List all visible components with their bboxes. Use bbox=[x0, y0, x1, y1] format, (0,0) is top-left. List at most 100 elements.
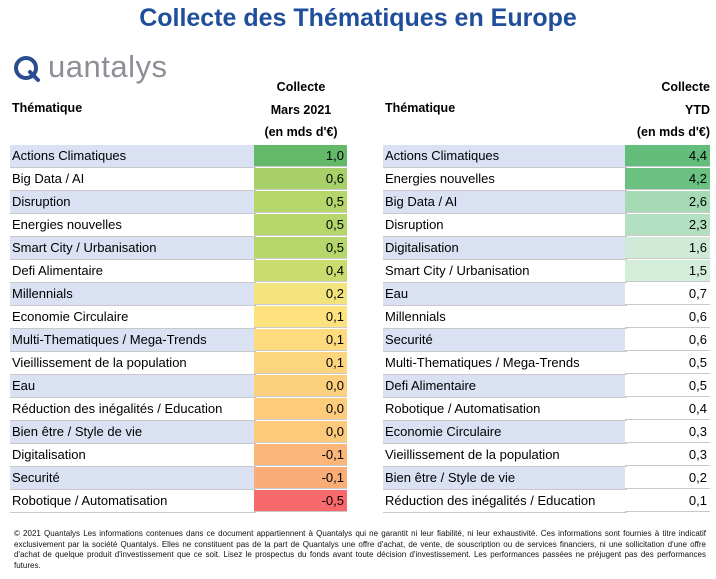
row-value: 0,1 bbox=[254, 352, 347, 374]
quantalys-q-logo-icon bbox=[14, 56, 40, 82]
quantalys-logo: uantalys bbox=[14, 48, 184, 88]
row-value: 4,4 bbox=[625, 145, 710, 167]
row-label: Multi-Thematiques / Mega-Trends bbox=[383, 352, 627, 375]
row-label: Eau bbox=[10, 375, 256, 398]
row-value: 0,1 bbox=[254, 306, 347, 328]
row-value: 0,6 bbox=[254, 168, 347, 190]
row-label: Vieillissement de la population bbox=[10, 352, 256, 375]
row-label: Big Data / AI bbox=[10, 168, 256, 191]
right-col2-header-1: Collecte bbox=[661, 80, 710, 94]
row-value: 0,3 bbox=[625, 444, 710, 466]
row-label: Bien être / Style de vie bbox=[10, 421, 256, 444]
row-label: Eau bbox=[383, 283, 627, 306]
table-row: Securité 0,6 bbox=[383, 329, 710, 352]
left-col2-header-2: Mars 2021 bbox=[270, 103, 332, 117]
row-label: Securité bbox=[10, 467, 256, 490]
row-label: Actions Climatiques bbox=[10, 145, 256, 168]
table-row: Vieillissement de la population 0,1 bbox=[10, 352, 347, 375]
table-row: Eau 0,0 bbox=[10, 375, 347, 398]
footer-disclaimer: © 2021 Quantalys Les informations conten… bbox=[14, 529, 706, 570]
table-row: Big Data / AI 2,6 bbox=[383, 191, 710, 214]
row-label: Multi-Thematiques / Mega-Trends bbox=[10, 329, 256, 352]
row-label: Robotique / Automatisation bbox=[383, 398, 627, 421]
table-row: Disruption 2,3 bbox=[383, 214, 710, 237]
row-label: Economie Circulaire bbox=[10, 306, 256, 329]
row-label: Securité bbox=[383, 329, 627, 352]
row-value: 0,0 bbox=[254, 398, 347, 420]
table-row: Economie Circulaire 0,1 bbox=[10, 306, 347, 329]
logo-text: uantalys bbox=[48, 49, 168, 84]
row-value: 0,1 bbox=[254, 329, 347, 351]
row-value: 0,3 bbox=[625, 421, 710, 443]
row-value: 0,5 bbox=[254, 214, 347, 236]
row-label: Vieillissement de la population bbox=[383, 444, 627, 467]
row-label: Digitalisation bbox=[10, 444, 256, 467]
row-value: 0,5 bbox=[254, 191, 347, 213]
right-table: Actions Climatiques 4,4 Energies nouvelles… bbox=[383, 145, 710, 513]
row-label: Smart City / Urbanisation bbox=[10, 237, 256, 260]
row-value: 0,4 bbox=[625, 398, 710, 420]
row-value: -0,5 bbox=[254, 490, 347, 512]
table-row: Energies nouvelles 0,5 bbox=[10, 214, 347, 237]
row-label: Energies nouvelles bbox=[383, 168, 627, 191]
row-label: Economie Circulaire bbox=[383, 421, 627, 444]
row-label: Energies nouvelles bbox=[10, 214, 256, 237]
table-row: Actions Climatiques 1,0 bbox=[10, 145, 347, 168]
table-row: Smart City / Urbanisation 0,5 bbox=[10, 237, 347, 260]
left-col2-header-3: (en mds d'€) bbox=[264, 125, 338, 139]
row-value: 1,5 bbox=[625, 260, 710, 282]
row-value: 1,0 bbox=[254, 145, 347, 167]
row-label: Réduction des inégalités / Education bbox=[383, 490, 627, 513]
row-label: Réduction des inégalités / Education bbox=[10, 398, 256, 421]
row-label: Disruption bbox=[383, 214, 627, 237]
right-col1-header: Thématique bbox=[385, 101, 456, 115]
row-label: Smart City / Urbanisation bbox=[383, 260, 627, 283]
table-row: Smart City / Urbanisation 1,5 bbox=[383, 260, 710, 283]
row-label: Millennials bbox=[10, 283, 256, 306]
row-value: 0,6 bbox=[625, 329, 710, 351]
table-row: Robotique / Automatisation -0,5 bbox=[10, 490, 347, 513]
row-label: Disruption bbox=[10, 191, 256, 214]
row-label: Defi Alimentaire bbox=[10, 260, 256, 283]
table-row: Disruption 0,5 bbox=[10, 191, 347, 214]
row-label: Digitalisation bbox=[383, 237, 627, 260]
row-value: 4,2 bbox=[625, 168, 710, 190]
table-row: Réduction des inégalités / Education 0,1 bbox=[383, 490, 710, 513]
table-row: Economie Circulaire 0,3 bbox=[383, 421, 710, 444]
table-row: Vieillissement de la population 0,3 bbox=[383, 444, 710, 467]
left-col2-header-1: Collecte bbox=[276, 80, 326, 94]
row-value: -0,1 bbox=[254, 467, 347, 489]
table-row: Defi Alimentaire 0,4 bbox=[10, 260, 347, 283]
row-label: Big Data / AI bbox=[383, 191, 627, 214]
table-row: Multi-Thematiques / Mega-Trends 0,5 bbox=[383, 352, 710, 375]
row-label: Actions Climatiques bbox=[383, 145, 627, 168]
row-value: 0,5 bbox=[625, 375, 710, 397]
table-row: Defi Alimentaire 0,5 bbox=[383, 375, 710, 398]
table-row: Bien être / Style de vie 0,2 bbox=[383, 467, 710, 490]
table-row: Eau 0,7 bbox=[383, 283, 710, 306]
row-value: 0,2 bbox=[625, 467, 710, 489]
page-title: Collecte des Thématiques en Europe bbox=[139, 4, 577, 32]
table-row: Digitalisation -0,1 bbox=[10, 444, 347, 467]
row-value: 0,0 bbox=[254, 375, 347, 397]
row-value: 0,6 bbox=[625, 306, 710, 328]
table-row: Securité -0,1 bbox=[10, 467, 347, 490]
right-col2-header-3: (en mds d'€) bbox=[636, 125, 710, 139]
row-value: 0,5 bbox=[625, 352, 710, 374]
row-value: 2,6 bbox=[625, 191, 710, 213]
right-col2-header-2: YTD bbox=[685, 103, 710, 117]
row-value: 0,7 bbox=[625, 283, 710, 305]
table-row: Multi-Thematiques / Mega-Trends 0,1 bbox=[10, 329, 347, 352]
row-label: Robotique / Automatisation bbox=[10, 490, 256, 513]
left-col1-header: Thématique bbox=[12, 101, 83, 115]
row-value: -0,1 bbox=[254, 444, 347, 466]
table-row: Bien être / Style de vie 0,0 bbox=[10, 421, 347, 444]
row-value: 0,2 bbox=[254, 283, 347, 305]
row-label: Defi Alimentaire bbox=[383, 375, 627, 398]
table-row: Big Data / AI 0,6 bbox=[10, 168, 347, 191]
table-row: Energies nouvelles 4,2 bbox=[383, 168, 710, 191]
row-value: 1,6 bbox=[625, 237, 710, 259]
row-value: 0,0 bbox=[254, 421, 347, 443]
table-row: Millennials 0,2 bbox=[10, 283, 347, 306]
row-value: 0,1 bbox=[625, 490, 710, 512]
